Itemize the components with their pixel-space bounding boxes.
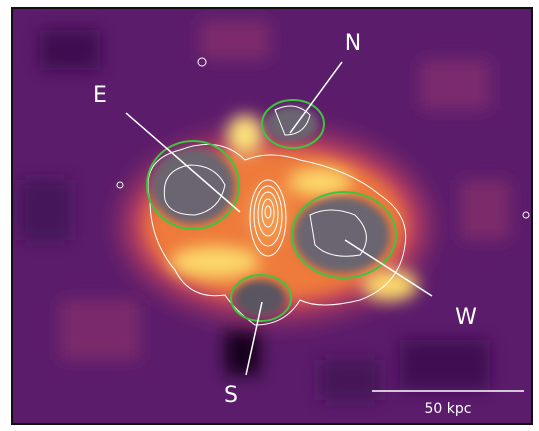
frame xyxy=(11,7,533,425)
scale-bar-label: 50 kpc xyxy=(425,401,472,417)
direction-lines xyxy=(125,61,433,376)
west-line xyxy=(344,239,433,297)
south-label: S xyxy=(224,383,238,408)
north-label: N xyxy=(345,31,361,56)
east-line xyxy=(125,112,241,213)
contours xyxy=(116,57,530,326)
west-label: W xyxy=(455,305,477,330)
noise xyxy=(20,20,510,400)
west-ellipse xyxy=(291,191,397,279)
north-line xyxy=(289,61,343,134)
east-ellipse xyxy=(146,140,240,230)
cavity-ellipses xyxy=(146,99,397,322)
north-ellipse xyxy=(261,99,325,149)
bright-rims xyxy=(170,115,418,301)
sky-image: N E W S 50 kpc xyxy=(13,9,531,423)
south-ellipse xyxy=(230,274,292,322)
south-line xyxy=(245,301,263,376)
east-label: E xyxy=(93,83,107,108)
